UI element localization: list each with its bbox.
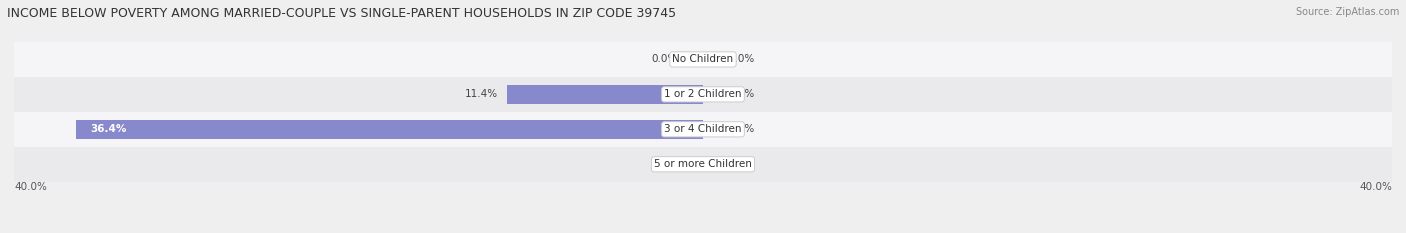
Bar: [14, 42, 1392, 77]
Text: 3 or 4 Children: 3 or 4 Children: [664, 124, 742, 134]
Text: 0.0%: 0.0%: [728, 124, 755, 134]
Text: 0.0%: 0.0%: [651, 159, 678, 169]
Text: 5 or more Children: 5 or more Children: [654, 159, 752, 169]
Bar: [14, 112, 1392, 147]
Bar: [76, 120, 703, 139]
Text: 1 or 2 Children: 1 or 2 Children: [664, 89, 742, 99]
Text: 36.4%: 36.4%: [90, 124, 127, 134]
Text: 40.0%: 40.0%: [14, 182, 46, 192]
Text: 0.0%: 0.0%: [728, 89, 755, 99]
Bar: [14, 147, 1392, 182]
Bar: [506, 85, 703, 104]
Text: 0.0%: 0.0%: [651, 55, 678, 64]
Text: No Children: No Children: [672, 55, 734, 64]
Text: 0.0%: 0.0%: [728, 55, 755, 64]
Text: INCOME BELOW POVERTY AMONG MARRIED-COUPLE VS SINGLE-PARENT HOUSEHOLDS IN ZIP COD: INCOME BELOW POVERTY AMONG MARRIED-COUPL…: [7, 7, 676, 20]
Text: 0.0%: 0.0%: [728, 159, 755, 169]
Text: Source: ZipAtlas.com: Source: ZipAtlas.com: [1295, 7, 1399, 17]
Text: 40.0%: 40.0%: [1360, 182, 1392, 192]
Bar: [14, 77, 1392, 112]
Text: 11.4%: 11.4%: [465, 89, 498, 99]
